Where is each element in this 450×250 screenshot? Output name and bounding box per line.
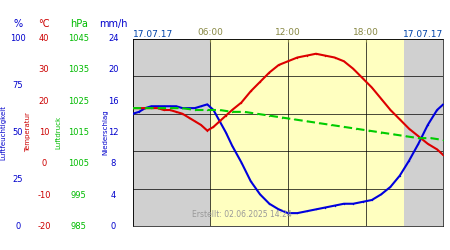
Bar (211, 39, 405, 226)
Text: Temperatur: Temperatur (25, 112, 31, 152)
Text: 25: 25 (13, 175, 23, 184)
Text: Erstellt: 02.06.2025 14:24: Erstellt: 02.06.2025 14:24 (192, 210, 291, 219)
Text: -20: -20 (37, 222, 51, 231)
Text: 1035: 1035 (68, 66, 89, 74)
Text: 8: 8 (111, 159, 116, 168)
Text: 1015: 1015 (68, 128, 89, 137)
Text: 12: 12 (108, 128, 119, 137)
Text: Luftfeuchtigkeit: Luftfeuchtigkeit (0, 105, 7, 160)
Text: 0: 0 (15, 222, 21, 231)
Text: 50: 50 (13, 128, 23, 137)
Text: Luftdruck: Luftdruck (55, 116, 62, 149)
Text: °C: °C (38, 19, 50, 29)
Text: Niederschlag: Niederschlag (102, 110, 108, 155)
Text: mm/h: mm/h (99, 19, 128, 29)
Text: 10: 10 (39, 128, 50, 137)
Text: 40: 40 (39, 34, 50, 43)
Text: 1025: 1025 (68, 97, 89, 106)
Text: 4: 4 (111, 190, 116, 200)
Text: 17.07.17: 17.07.17 (403, 30, 443, 39)
Text: %: % (14, 19, 22, 29)
Text: 995: 995 (71, 190, 86, 200)
Text: 0: 0 (111, 222, 116, 231)
Text: 17.07.17: 17.07.17 (133, 30, 173, 39)
Text: 1045: 1045 (68, 34, 89, 43)
Text: hPa: hPa (70, 19, 88, 29)
Text: 1005: 1005 (68, 159, 89, 168)
Text: 985: 985 (71, 222, 87, 231)
Text: 0: 0 (41, 159, 47, 168)
Text: 24: 24 (108, 34, 119, 43)
Text: 20: 20 (108, 66, 119, 74)
Text: 20: 20 (39, 97, 50, 106)
Text: 75: 75 (13, 81, 23, 90)
Text: -10: -10 (37, 190, 51, 200)
Text: 100: 100 (10, 34, 26, 43)
Text: 16: 16 (108, 97, 119, 106)
Text: 30: 30 (39, 66, 50, 74)
